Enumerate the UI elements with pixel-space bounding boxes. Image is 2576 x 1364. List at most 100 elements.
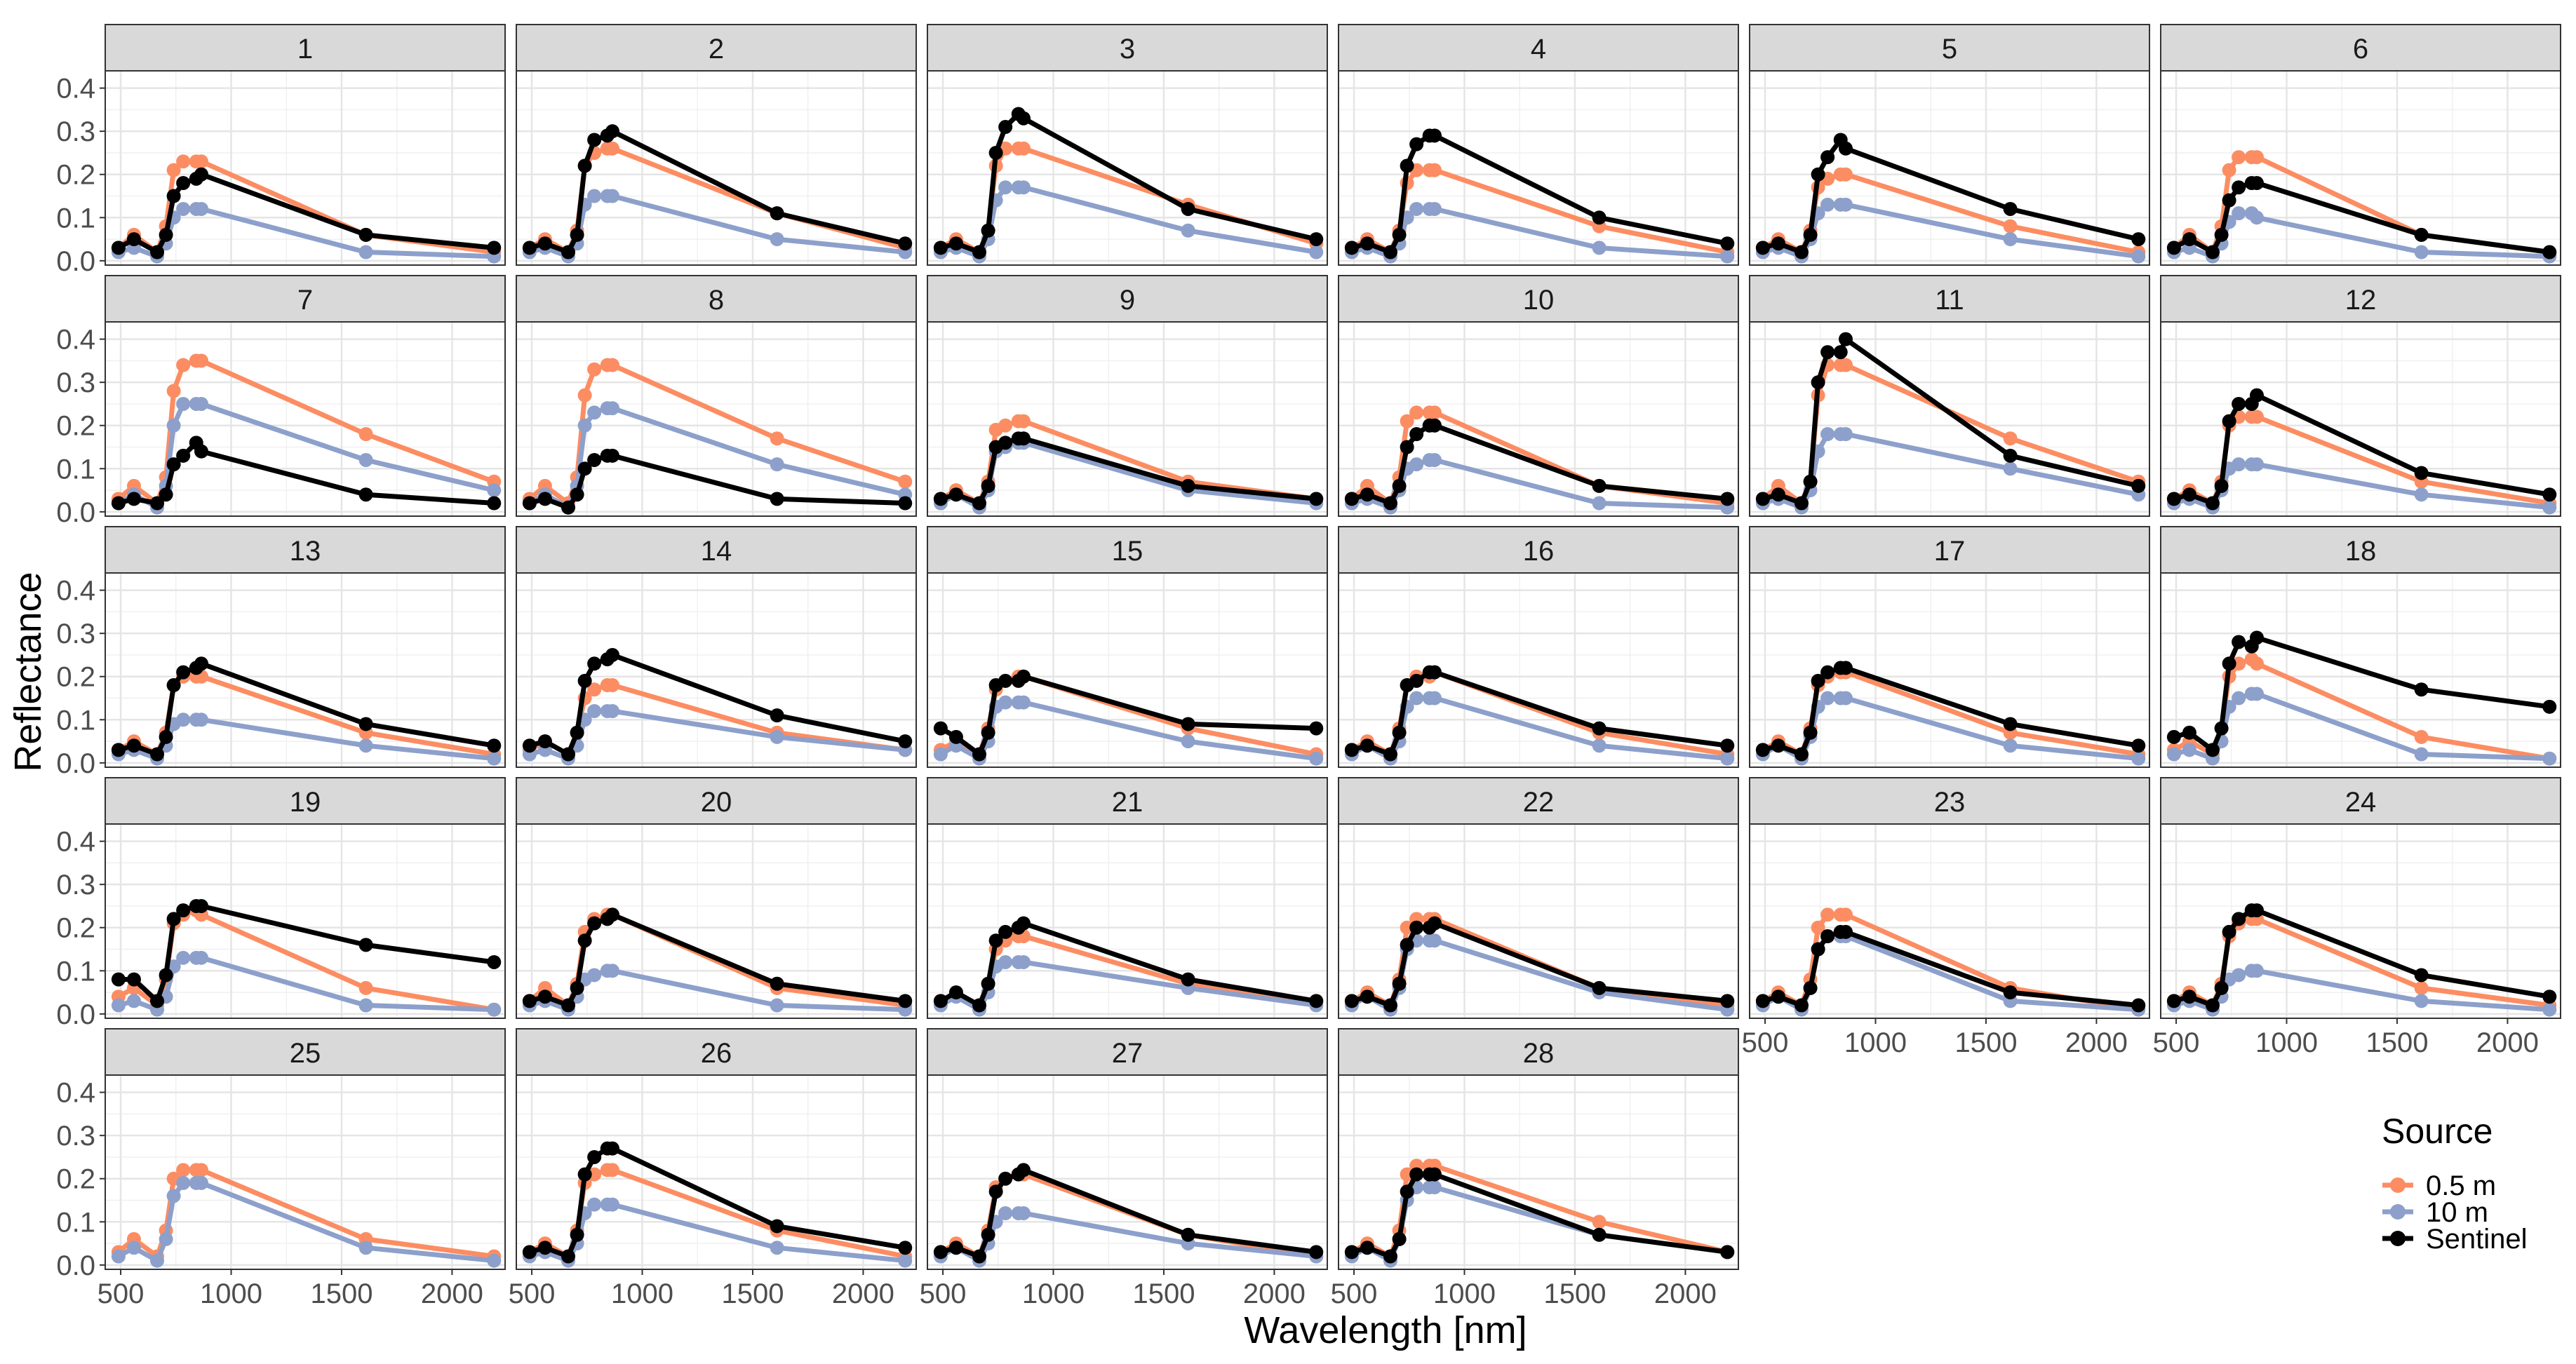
- y-tick-label: 0.0: [56, 999, 95, 1030]
- data-point: [587, 968, 602, 983]
- data-point: [2542, 751, 2557, 766]
- data-point: [1720, 738, 1735, 753]
- y-tick-label: 0.1: [56, 1207, 95, 1238]
- series-sentinel: [111, 898, 502, 1008]
- data-point: [176, 358, 191, 372]
- x-tick-label: 1500: [1543, 1278, 1606, 1309]
- x-tick-label: 1500: [1132, 1278, 1195, 1309]
- data-point: [1309, 232, 1324, 247]
- data-point: [570, 725, 584, 740]
- data-point: [1838, 661, 1853, 675]
- data-point: [605, 141, 619, 156]
- series-sentinel: [1344, 916, 1735, 1013]
- data-point: [1427, 933, 1442, 948]
- data-point: [1427, 665, 1442, 680]
- series-line: [1349, 921, 1730, 1008]
- panel-13: 13: [105, 526, 506, 768]
- data-point: [2166, 492, 2181, 506]
- panel-22: 22: [1338, 777, 1739, 1019]
- data-point: [898, 1253, 913, 1268]
- data-point: [487, 1002, 502, 1017]
- data-point: [1811, 167, 1825, 182]
- data-point: [1360, 738, 1374, 753]
- data-point: [2003, 219, 2018, 234]
- data-point: [933, 747, 948, 762]
- x-tick-label: 1000: [1433, 1278, 1496, 1309]
- data-point: [2249, 410, 2264, 424]
- panel-strip: [927, 1028, 1328, 1076]
- series-line: [527, 1146, 908, 1259]
- data-point: [948, 487, 963, 502]
- panel-strip: [105, 777, 506, 825]
- series-line: [1349, 1172, 1730, 1259]
- series-line: [938, 184, 1319, 259]
- series-line: [938, 1167, 1319, 1259]
- data-point: [176, 1175, 191, 1190]
- data-point: [1181, 478, 1195, 493]
- data-point: [176, 665, 191, 680]
- data-point: [2232, 206, 2246, 221]
- panel-border: [1749, 70, 2150, 266]
- data-point: [358, 227, 373, 242]
- data-point: [1427, 418, 1442, 433]
- y-tick-label: 0.2: [56, 160, 95, 191]
- data-point: [587, 682, 602, 697]
- y-tick-label: 0.0: [56, 748, 95, 779]
- data-point: [1383, 747, 1398, 762]
- panel-strip-label: 13: [290, 536, 321, 567]
- data-point: [1592, 210, 1606, 225]
- panel-border: [2160, 321, 2561, 517]
- panel-strip-label: 4: [1531, 34, 1546, 65]
- panel-26: 26: [516, 1028, 917, 1270]
- data-point: [1838, 358, 1853, 372]
- data-point: [2232, 150, 2246, 165]
- data-point: [166, 1189, 181, 1203]
- data-point: [2166, 241, 2181, 255]
- data-point: [487, 496, 502, 511]
- data-point: [1392, 725, 1407, 740]
- data-point: [150, 747, 165, 762]
- data-point: [2414, 729, 2429, 744]
- panel-strip: [1749, 275, 2150, 323]
- data-point: [1409, 457, 1424, 472]
- data-point: [1820, 665, 1835, 680]
- data-point: [1720, 751, 1735, 766]
- data-point: [2249, 210, 2264, 225]
- data-point: [1383, 1249, 1398, 1264]
- data-point: [2542, 245, 2557, 259]
- data-point: [587, 452, 602, 467]
- data-point: [126, 492, 141, 506]
- data-point: [126, 1241, 141, 1255]
- data-point: [898, 496, 913, 511]
- data-point: [1427, 691, 1442, 705]
- data-point: [1400, 440, 1414, 454]
- data-point: [1181, 972, 1195, 987]
- data-point: [194, 1163, 208, 1177]
- panel-border: [1338, 823, 1739, 1019]
- legend-entry-10-m: 10 m: [2382, 1197, 2488, 1228]
- series-sentinel: [522, 907, 913, 1013]
- data-point: [2166, 729, 2181, 744]
- data-point: [1838, 691, 1853, 705]
- panel-strip-label: 7: [297, 285, 313, 316]
- data-point: [1360, 487, 1374, 502]
- legend-label: 0.5 m: [2426, 1170, 2496, 1201]
- data-point: [1820, 345, 1835, 360]
- panel-strip-label: 10: [1523, 285, 1555, 316]
- series-sentinel: [522, 448, 913, 515]
- data-point: [2249, 388, 2264, 403]
- data-point: [1344, 743, 1359, 757]
- data-point: [605, 124, 619, 139]
- data-point: [176, 903, 191, 918]
- data-point: [577, 418, 592, 433]
- x-tick-label: 1000: [611, 1278, 673, 1309]
- data-point: [1181, 223, 1195, 238]
- data-point: [2249, 656, 2264, 671]
- y-tick-label: 0.3: [56, 1121, 95, 1152]
- data-point: [194, 154, 208, 169]
- data-point: [2222, 163, 2236, 177]
- data-point: [176, 1163, 191, 1177]
- data-point: [1427, 128, 1442, 143]
- data-point: [1771, 236, 1785, 251]
